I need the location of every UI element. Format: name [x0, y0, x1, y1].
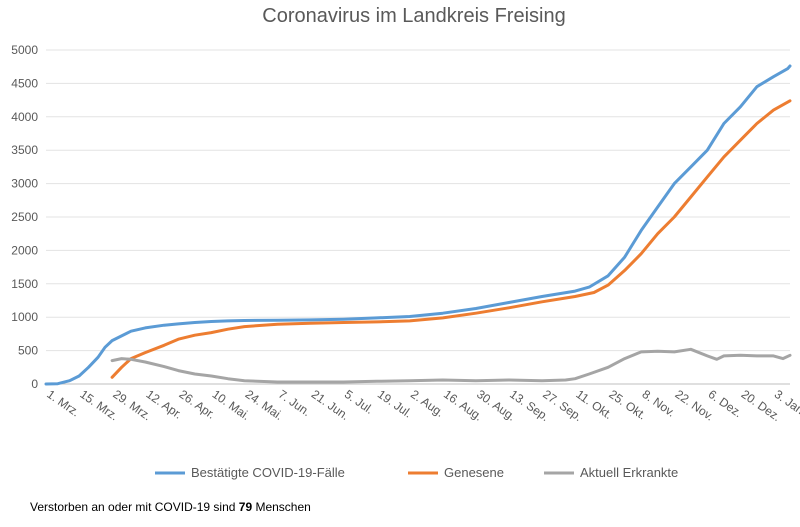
x-tick-label: 1. Mrz. — [44, 387, 82, 420]
y-tick-label: 3500 — [11, 143, 38, 157]
y-tick-label: 4000 — [11, 110, 38, 124]
footnote-prefix: Verstorben an oder mit COVID-19 sind — [30, 500, 239, 514]
x-tick-label: 25. Okt. — [606, 387, 648, 423]
series-lines — [44, 64, 792, 386]
series-line-2 — [110, 347, 792, 384]
y-tick-label: 3000 — [11, 177, 38, 191]
x-tick-label: 26. Apr. — [177, 387, 218, 422]
series-line-1 — [110, 99, 792, 379]
x-axis-ticks: 1. Mrz.15. Mrz.29. Mrz.12. Apr.26. Apr.1… — [44, 387, 800, 424]
grid — [46, 49, 790, 385]
y-tick-label: 2500 — [11, 210, 38, 224]
y-tick-label: 2000 — [11, 243, 38, 257]
y-tick-label: 4500 — [11, 76, 38, 90]
y-tick-label: 5000 — [11, 43, 38, 57]
footnote: Verstorben an oder mit COVID-19 sind 79 … — [30, 500, 311, 514]
legend-label: Genesene — [444, 465, 504, 480]
x-tick-label: 19. Jul. — [375, 387, 415, 421]
y-tick-label: 500 — [18, 344, 38, 358]
footnote-suffix: Menschen — [252, 500, 311, 514]
y-tick-label: 1000 — [11, 310, 38, 324]
series-line-0 — [44, 64, 792, 386]
legend-label: Aktuell Erkrankte — [580, 465, 678, 480]
y-tick-label: 1500 — [11, 277, 38, 291]
chart-title: Coronavirus im Landkreis Freising — [262, 5, 565, 27]
death-count: 79 — [238, 500, 253, 514]
y-tick-label: 0 — [31, 377, 38, 391]
legend: Bestätigte COVID-19-Fälle Genesene Aktuell… — [155, 465, 678, 480]
y-axis-ticks: 0 500 1000 1500 2000 2500 3000 3500 4000 4500 5000 — [11, 43, 38, 391]
x-tick-label: 2. Aug. — [408, 387, 447, 420]
legend-label: Bestätigte COVID-19-Fälle — [191, 465, 345, 480]
